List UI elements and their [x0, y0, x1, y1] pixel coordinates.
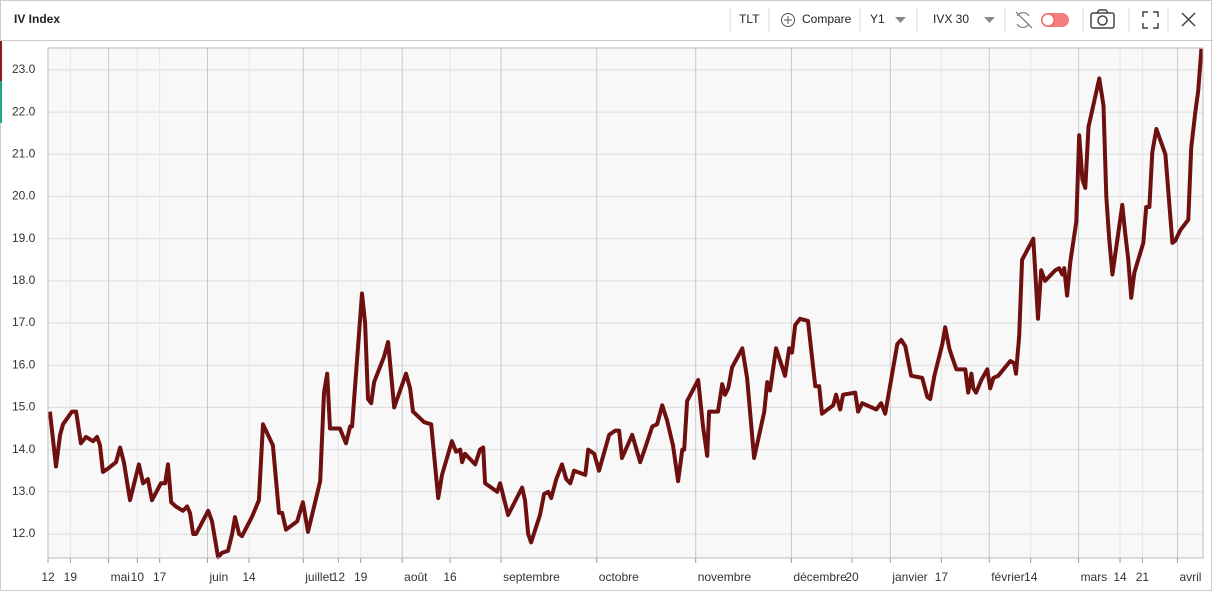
plot-area: [48, 48, 1203, 558]
side-marker: [0, 41, 2, 81]
x-tick-label: mai: [111, 570, 130, 584]
x-tick-label: juillet: [304, 570, 333, 584]
sync-icon[interactable]: [1015, 11, 1033, 29]
x-tick-label: 20: [845, 570, 859, 584]
x-tick-label: avril: [1179, 570, 1201, 584]
compare-icon[interactable]: [781, 13, 795, 27]
x-tick-label: septembre: [503, 570, 560, 584]
y-tick-label: 14.0: [12, 442, 36, 456]
y-tick-label: 21.0: [12, 146, 36, 160]
x-tick-label: 12: [332, 570, 346, 584]
plot-border: [47, 47, 1204, 559]
x-tick-label: mars: [1081, 570, 1108, 584]
side-marker: [0, 81, 2, 123]
x-tick-label: novembre: [698, 570, 752, 584]
x-tick-label: juin: [209, 570, 229, 584]
y-tick-label: 19.0: [12, 231, 36, 245]
x-tick-label: 19: [64, 570, 78, 584]
close-icon[interactable]: [1181, 12, 1196, 27]
y-tick-label: 17.0: [12, 315, 36, 329]
y-tick-label: 23.0: [12, 62, 36, 76]
toolbar: TLT Compare Y1 IVX 30: [729, 8, 1196, 32]
toggle[interactable]: [1041, 13, 1069, 27]
widget-title: IV Index: [14, 12, 60, 26]
x-tick-label: 21: [1136, 570, 1150, 584]
x-tick-label: 16: [443, 570, 457, 584]
x-tick-label: 10: [131, 570, 145, 584]
x-tick-label: 19: [354, 570, 368, 584]
camera-icon[interactable]: [1090, 9, 1115, 29]
y-tick-label: 22.0: [12, 104, 36, 118]
expand-icon[interactable]: [1142, 11, 1159, 29]
x-tick-label: janvier: [891, 570, 927, 584]
x-tick-label: 14: [1113, 570, 1127, 584]
y-tick-label: 18.0: [12, 273, 36, 287]
x-tick-label: octobre: [599, 570, 639, 584]
y-tick-label: 16.0: [12, 357, 36, 371]
x-tick-label: 17: [153, 570, 167, 584]
x-tick-label: février: [991, 570, 1024, 584]
x-tick-label: 14: [1024, 570, 1038, 584]
y-tick-label: 15.0: [12, 400, 36, 414]
data-line: [47, 48, 1204, 560]
marks: [47, 48, 1204, 560]
measure-select[interactable]: IVX 30: [933, 12, 969, 26]
tick-labels: 12.0 13.0 14.0 15.0 16.0 17.0 18.0 19.0 20.0 21.0…: [12, 62, 1201, 584]
y-tick-label: 12.0: [12, 526, 36, 540]
x-tick-label: 17: [935, 570, 949, 584]
grid: [47, 48, 1203, 558]
dropdown-arrow[interactable]: [984, 17, 995, 23]
y-tick-label: 13.0: [12, 484, 36, 498]
x-tick-label: août: [404, 570, 428, 584]
x-tick-label: décembre: [793, 570, 847, 584]
symbol-button[interactable]: TLT: [739, 12, 760, 26]
x-tick-label: 12: [41, 570, 55, 584]
y-tick-label: 20.0: [12, 189, 36, 203]
period-select[interactable]: Y1: [870, 12, 885, 26]
x-tick-label: 14: [242, 570, 256, 584]
dropdown-arrow[interactable]: [895, 17, 906, 23]
compare-button[interactable]: Compare: [802, 12, 852, 26]
